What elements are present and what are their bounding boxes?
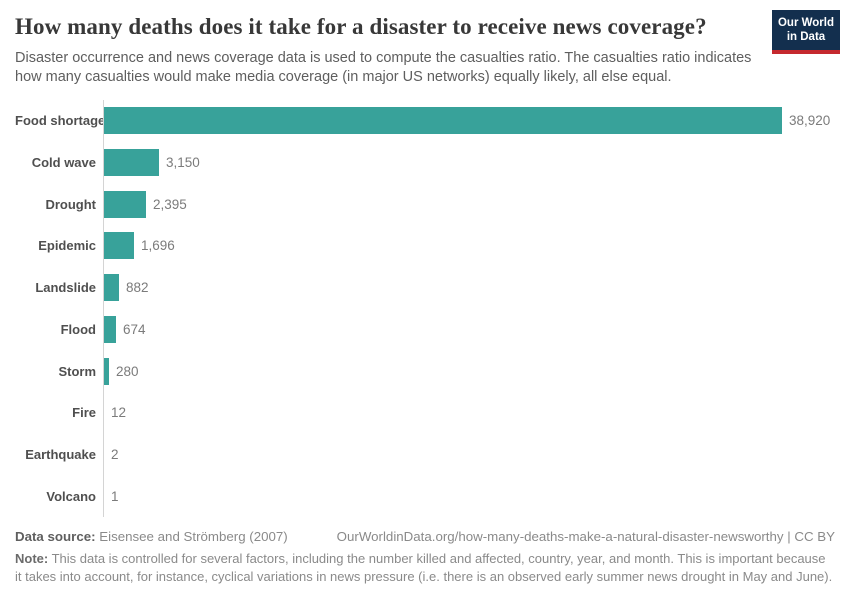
note-text: This data is controlled for several fact… <box>15 551 833 585</box>
source-line: Data source: Eisensee and Strömberg (200… <box>15 529 835 544</box>
owid-logo-line1: Our World <box>777 17 834 29</box>
bar-area: 1,696 <box>103 225 835 267</box>
bar-area: 38,920 <box>103 100 835 142</box>
owid-url-link[interactable]: OurWorldinData.org/how-many-deaths-make-… <box>336 529 835 544</box>
chart-row: Cold wave 3,150 <box>15 141 835 184</box>
bar[interactable] <box>104 274 119 302</box>
category-label: Fire <box>72 405 96 421</box>
chart-row: Epidemic 1,696 <box>15 225 835 267</box>
bar[interactable] <box>104 190 146 218</box>
data-source-text: Eisensee and Strömberg (2007) <box>95 529 288 544</box>
chart-row: Earthquake 2 <box>15 433 835 476</box>
chart-row: Storm 280 <box>15 350 835 392</box>
value-label: 12 <box>111 405 127 421</box>
value-label: 2,395 <box>153 196 187 212</box>
category-label: Volcano <box>46 488 96 504</box>
category-label: Storm <box>58 363 96 379</box>
data-source-label: Data source: <box>15 529 96 544</box>
value-label: 38,920 <box>789 113 831 129</box>
value-label: 1,696 <box>141 238 175 254</box>
bar[interactable] <box>104 149 159 177</box>
chart-row: Drought 2,395 <box>15 183 835 226</box>
bar-area: 2,395 <box>103 183 835 226</box>
category-label: Flood <box>60 321 96 337</box>
bar-area: 3,150 <box>103 141 835 184</box>
bar-area: 2 <box>103 433 835 476</box>
bar-chart: Food shortage 38,920 Cold wave 3,150 Drought… <box>15 100 835 518</box>
note-label: Note: <box>15 551 49 566</box>
value-label: 882 <box>126 280 149 296</box>
category-label: Landslide <box>35 280 96 296</box>
bar-area: 12 <box>103 391 835 434</box>
chart-row: Fire 12 <box>15 391 835 434</box>
owid-logo: Our World in Data <box>772 10 840 54</box>
value-label: 3,150 <box>166 155 200 171</box>
bar-area: 882 <box>103 266 835 309</box>
chart-note: Note: This data is controlled for severa… <box>15 550 835 587</box>
chart-subtitle: Disaster occurrence and news coverage da… <box>15 50 752 86</box>
owid-logo-line2: in Data <box>786 31 826 44</box>
category-label: Earthquake <box>25 446 96 462</box>
category-label: Drought <box>45 196 96 212</box>
category-label: Food shortage <box>15 113 106 129</box>
bar-area: 674 <box>103 308 835 351</box>
category-label: Cold wave <box>31 155 96 171</box>
bar-area: 280 <box>103 350 835 392</box>
value-label: 674 <box>123 321 146 337</box>
chart-row: Volcano 1 <box>15 475 835 518</box>
bar[interactable] <box>104 107 782 135</box>
category-label: Epidemic <box>38 238 96 254</box>
chart-row: Flood 674 <box>15 308 835 351</box>
value-label: 280 <box>116 363 139 379</box>
data-source: Data source: Eisensee and Strömberg (200… <box>15 529 288 544</box>
bar[interactable] <box>104 232 134 260</box>
chart-row: Landslide 882 <box>15 266 835 309</box>
chart-title: How many deaths does it take for a disas… <box>15 14 707 39</box>
chart-header: How many deaths does it take for a disas… <box>15 14 835 87</box>
bar-area: 1 <box>103 475 835 518</box>
bar[interactable] <box>104 357 109 385</box>
value-label: 2 <box>111 446 119 462</box>
bar[interactable] <box>104 315 116 343</box>
chart-row: Food shortage 38,920 <box>15 100 835 142</box>
chart-footer: Data source: Eisensee and Strömberg (200… <box>15 529 835 587</box>
value-label: 1 <box>111 488 119 504</box>
